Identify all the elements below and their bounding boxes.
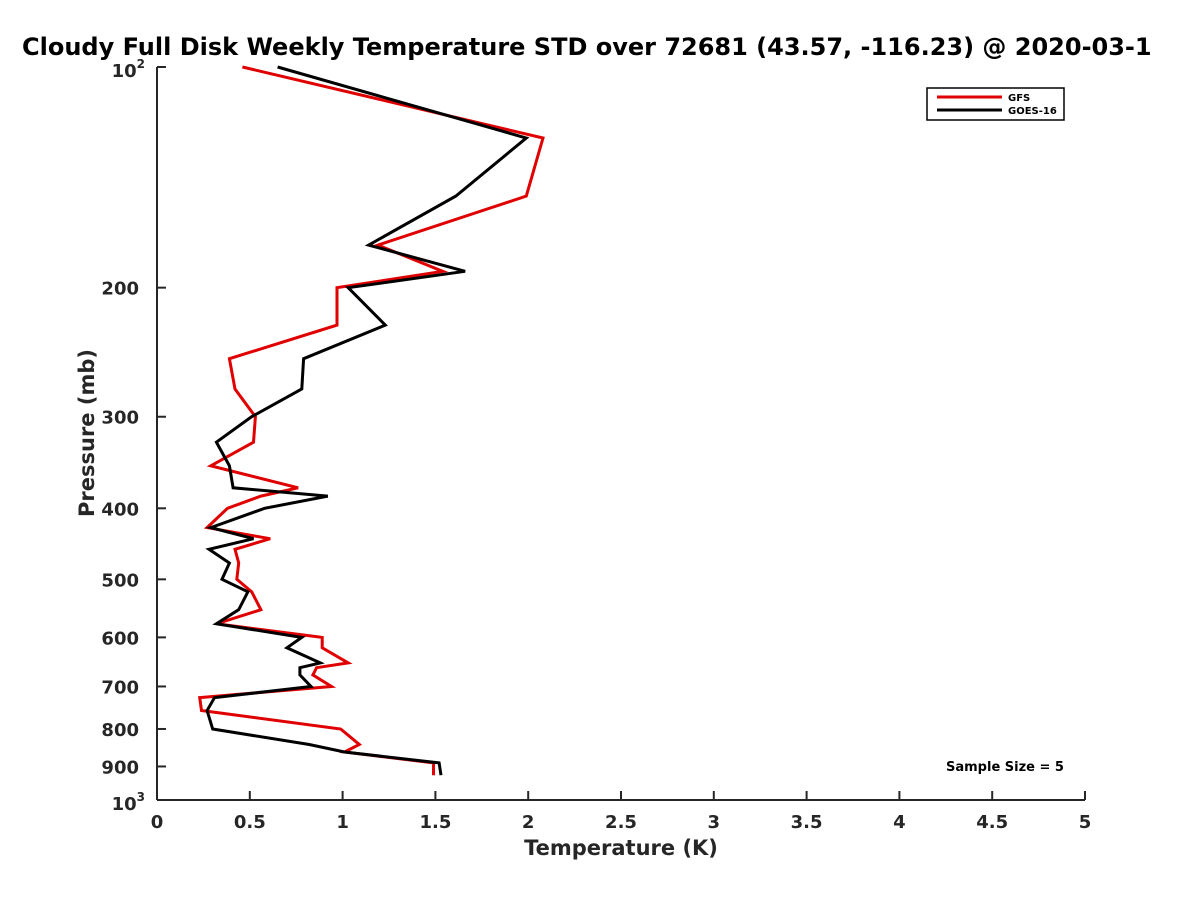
chart-title: Cloudy Full Disk Weekly Temperature STD … [22, 33, 1152, 61]
y-tick-label: 103 [112, 790, 145, 815]
x-tick-label: 2.5 [605, 812, 637, 833]
x-tick-label: 0.5 [234, 812, 266, 833]
legend-label-goes-16: GOES-16 [1008, 106, 1057, 117]
x-tick-label: 5 [1079, 812, 1092, 833]
x-tick-label: 1.5 [419, 812, 451, 833]
x-tick-label: 4 [893, 812, 906, 833]
y-tick-label: 400 [101, 499, 139, 520]
x-axis-label: Temperature (K) [524, 836, 718, 860]
y-tick-label: 900 [101, 757, 139, 778]
y-tick-label: 600 [101, 628, 139, 649]
series-line-gfs [197, 65, 545, 776]
sample-size-annotation: Sample Size = 5 [946, 760, 1064, 775]
x-tick-label: 3.5 [791, 812, 823, 833]
legend-label-gfs: GFS [1008, 93, 1030, 104]
x-tick-label: 2 [522, 812, 535, 833]
series-line-goes-16 [205, 65, 530, 776]
y-tick-label: 300 [101, 408, 139, 429]
y-tick-label: 500 [101, 570, 139, 591]
x-tick-label: 4.5 [976, 812, 1008, 833]
y-tick-label: 800 [101, 720, 139, 741]
plot-axes: 0 0.5 1 1.5 2 2.5 3 3.5 4 4.5 5 102 200 300 400 500 600 7… [101, 57, 1091, 833]
y-tick-label: 102 [112, 57, 145, 82]
x-tick-label: 0 [151, 812, 164, 833]
legend: GFS GOES-16 [926, 87, 1065, 121]
x-tick-label: 3 [708, 812, 721, 833]
x-tick-label: 1 [336, 812, 349, 833]
y-axis-label: Pressure (mb) [75, 349, 99, 517]
y-tick-label: 200 [101, 279, 139, 300]
y-tick-label: 700 [101, 677, 139, 698]
data-series [197, 65, 545, 776]
legend-box [926, 87, 1065, 121]
